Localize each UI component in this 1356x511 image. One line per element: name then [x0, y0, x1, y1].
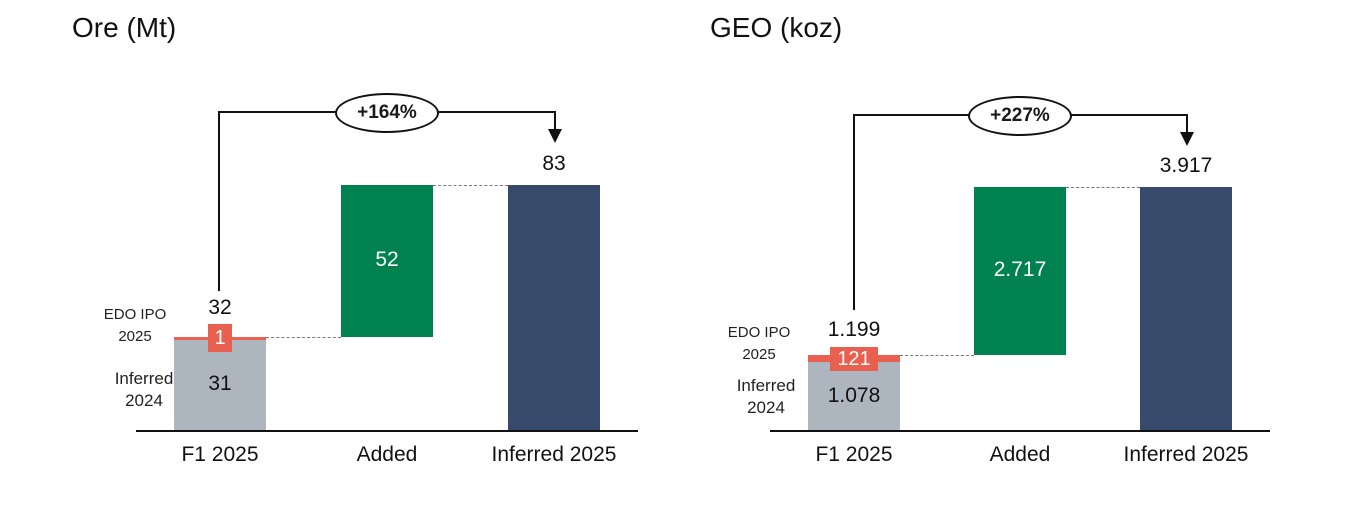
- geo-cat-added: Added: [989, 443, 1051, 466]
- geo-inferred-2025-value: 3.917: [1159, 154, 1213, 177]
- ore-cat-inferred-2025: Inferred 2025: [491, 443, 617, 466]
- geo-cat-inferred-2025: Inferred 2025: [1123, 443, 1249, 466]
- geo-bracket-left: [853, 114, 855, 310]
- ore-connector-2: [433, 185, 508, 186]
- geo-side-label-edo: EDO IPO 2025: [727, 324, 791, 363]
- geo-f1-total: 1.199: [827, 318, 881, 341]
- ore-inferred-2025-value: 83: [542, 152, 566, 175]
- ore-bar-inferred-2024: [174, 339, 266, 430]
- ore-side-label-edo: EDO IPO 2025: [103, 306, 167, 345]
- geo-side-label-inferred: Inferred 2024: [736, 376, 796, 417]
- geo-bar-added: [974, 187, 1066, 355]
- ore-chart-title: Ore (Mt): [72, 12, 177, 43]
- geo-bar-inferred-2025: [1140, 187, 1232, 430]
- geo-arrow-down-icon: [1180, 132, 1194, 146]
- ore-inferred-2024-value: 31: [208, 372, 232, 395]
- ore-bar-added: [341, 185, 433, 337]
- ore-bar-inferred-2025: [508, 185, 600, 430]
- ore-bracket-right: [554, 111, 556, 131]
- geo-inferred-2024-value: 1.078: [827, 384, 881, 407]
- geo-chart-title: GEO (koz): [710, 12, 843, 43]
- ore-growth-badge: +164%: [335, 93, 439, 133]
- ore-x-axis: [136, 430, 638, 432]
- ore-arrow-down-icon: [548, 129, 562, 143]
- ore-added-value: 52: [375, 248, 399, 271]
- geo-added-value: 2.717: [993, 258, 1047, 281]
- geo-bracket-right: [1186, 114, 1188, 134]
- geo-connector-1: [900, 355, 974, 356]
- geo-x-axis: [770, 430, 1270, 432]
- ore-cat-added: Added: [356, 443, 418, 466]
- ore-connector-1: [266, 337, 341, 338]
- ore-bracket-left: [218, 111, 220, 291]
- geo-connector-2: [1066, 187, 1140, 188]
- geo-edo-tag: 121: [830, 347, 878, 371]
- geo-bar-inferred-2024: [808, 362, 900, 430]
- ore-chart: Ore (Mt) +164% 1 31 32 EDO IPO 2025 Infe…: [72, 12, 638, 466]
- geo-growth-badge: +227%: [968, 96, 1072, 136]
- ore-f1-total: 32: [208, 296, 232, 319]
- ore-side-label-inferred: Inferred 2024: [114, 369, 174, 410]
- geo-cat-f1-2025: F1 2025: [815, 443, 893, 466]
- ore-cat-f1-2025: F1 2025: [181, 443, 259, 466]
- ore-edo-tag: 1: [208, 324, 232, 352]
